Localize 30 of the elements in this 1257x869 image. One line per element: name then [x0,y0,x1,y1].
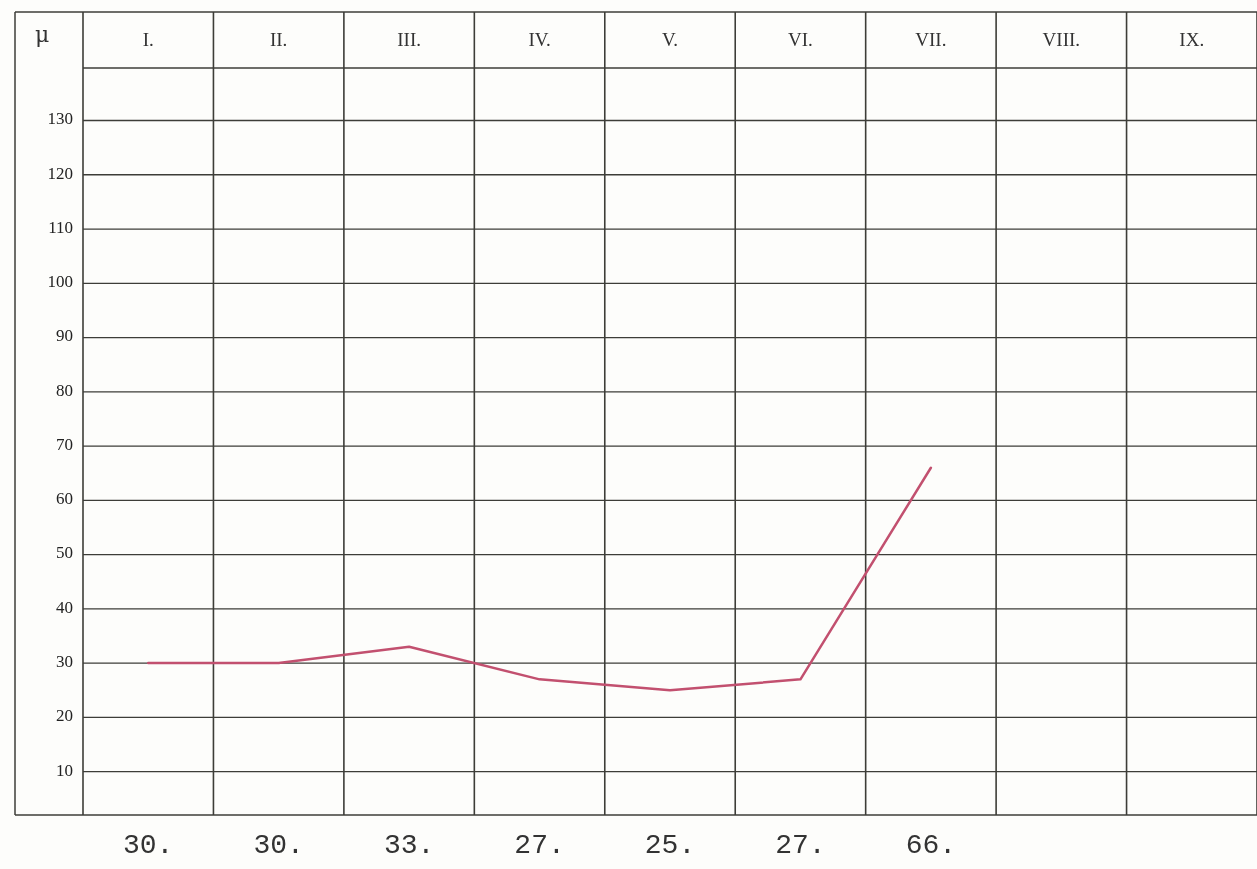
y-tick-label: 10 [56,760,73,780]
y-tick-label: 100 [47,272,73,292]
y-tick-label: 20 [56,706,73,726]
x-tick-label: III. [397,29,421,51]
data-label: 33. [383,830,435,861]
x-tick-label: VI. [788,29,813,51]
data-label: 30. [123,830,174,861]
data-label: 30. [253,830,304,861]
y-tick-label: 70 [56,434,73,454]
y-tick-label: 30 [56,651,73,671]
y-tick-label: 40 [56,597,73,617]
x-tick-label: II. [269,29,288,51]
y-tick-label: 90 [56,326,73,346]
x-tick-label: I. [142,29,154,51]
data-label: 66. [905,830,957,861]
y-tick-label: 60 [56,489,73,509]
x-tick-label: VII. [915,29,947,51]
y-axis-title: μ [35,22,50,47]
data-label: 27. [514,830,565,861]
y-tick-label: 80 [56,380,73,400]
x-tick-label: IV. [528,29,551,51]
y-tick-label: 120 [47,163,73,183]
x-tick-label: VIII. [1042,29,1081,51]
y-tick-label: 110 [48,217,73,237]
x-tick-label: V. [661,29,679,51]
x-tick-label: IX. [1179,29,1205,51]
data-label: 27. [775,830,826,861]
data-label: 25. [644,830,696,861]
y-tick-label: 130 [47,109,73,129]
y-tick-label: 50 [56,543,73,563]
